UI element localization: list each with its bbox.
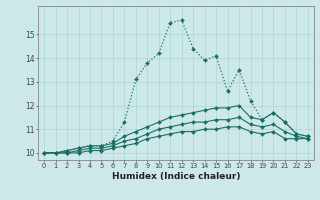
X-axis label: Humidex (Indice chaleur): Humidex (Indice chaleur): [112, 172, 240, 181]
